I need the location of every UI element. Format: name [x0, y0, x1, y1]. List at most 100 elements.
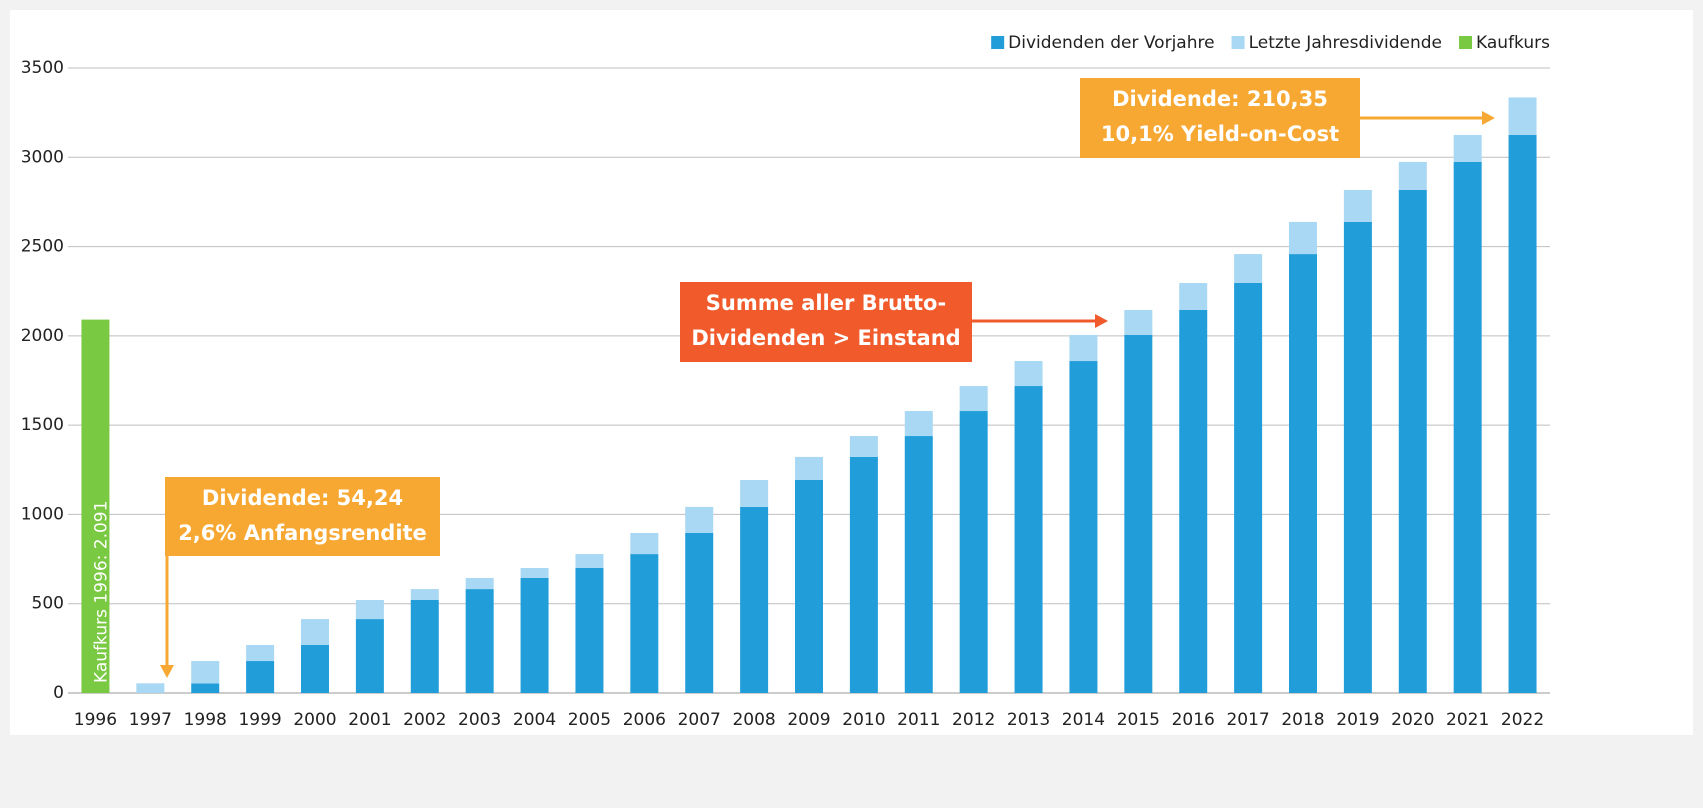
bar — [575, 568, 604, 693]
bar — [740, 479, 769, 507]
annotation-arrowhead — [160, 665, 174, 678]
x-tick-label: 2002 — [403, 710, 446, 730]
x-tick-label: 2006 — [623, 710, 666, 730]
bar — [849, 436, 878, 457]
x-tick-label: 2010 — [842, 710, 885, 730]
bar — [520, 568, 549, 578]
bar — [630, 533, 659, 555]
y-tick-label: 3000 — [21, 147, 64, 167]
x-tick-label: 1999 — [238, 710, 281, 730]
bar — [191, 683, 220, 693]
x-tick-label: 2020 — [1391, 710, 1434, 730]
bar — [904, 436, 933, 693]
y-tick-label: 1500 — [21, 415, 64, 435]
bar — [1234, 254, 1263, 283]
bar — [959, 411, 988, 693]
annotation-text: 10,1% Yield-on-Cost — [1101, 122, 1339, 146]
annotation-box — [1080, 78, 1360, 158]
annotation-arrowhead — [1482, 111, 1495, 125]
y-tick-label: 500 — [32, 594, 64, 614]
x-tick-label: 2021 — [1446, 710, 1489, 730]
bar — [1179, 309, 1208, 693]
x-tick-label: 1996 — [74, 710, 117, 730]
legend-label: Dividenden der Vorjahre — [1008, 33, 1214, 53]
legend-swatch — [1231, 36, 1245, 49]
x-tick-label: 2011 — [897, 710, 940, 730]
legend-swatch — [991, 36, 1005, 49]
x-tick-label: 2005 — [568, 710, 611, 730]
bar — [465, 578, 494, 590]
bar — [1289, 221, 1317, 255]
bar — [740, 506, 769, 693]
bar — [630, 554, 659, 693]
bar — [904, 411, 933, 437]
bar — [959, 386, 988, 412]
x-tick-label: 2003 — [458, 710, 501, 730]
bar — [246, 644, 275, 662]
bar — [410, 599, 439, 693]
x-tick-label: 2007 — [678, 710, 721, 730]
bar — [1124, 334, 1153, 693]
bar — [1014, 386, 1043, 693]
bar — [1508, 97, 1537, 135]
annotation-box — [680, 282, 972, 362]
bar — [81, 319, 110, 693]
x-tick-label: 2012 — [952, 710, 995, 730]
annotation-text: Dividenden > Einstand — [691, 326, 960, 350]
x-tick-label: 2013 — [1007, 710, 1050, 730]
annotation-text: Dividende: 210,35 — [1112, 87, 1328, 111]
bar — [1453, 161, 1482, 693]
bar — [1343, 189, 1372, 222]
x-tick-label: 2016 — [1172, 710, 1215, 730]
bar — [575, 554, 604, 568]
bar — [410, 589, 439, 600]
x-tick-label: 2018 — [1281, 710, 1324, 730]
bar — [355, 619, 384, 693]
x-tick-label: 2015 — [1117, 710, 1160, 730]
bar — [1289, 254, 1317, 694]
x-tick-label: 2000 — [293, 710, 336, 730]
bar — [136, 683, 165, 693]
y-tick-label: 0 — [53, 683, 64, 703]
x-tick-label: 2009 — [787, 710, 830, 730]
bar — [849, 456, 878, 693]
annotation-box — [165, 477, 440, 556]
y-tick-label: 2000 — [21, 326, 64, 346]
annotation-text: Summe aller Brutto- — [706, 291, 946, 315]
bar — [1343, 221, 1372, 693]
legend-label: Letzte Jahresdividende — [1249, 33, 1442, 53]
bar — [685, 533, 714, 693]
legend-swatch — [1459, 36, 1473, 49]
x-tick-label: 1998 — [184, 710, 227, 730]
x-tick-label: 2008 — [732, 710, 775, 730]
bar — [1124, 309, 1153, 335]
y-tick-label: 2500 — [21, 237, 64, 257]
bar — [1069, 361, 1098, 693]
legend-label: Kaufkurs — [1476, 33, 1550, 53]
bar — [685, 506, 714, 533]
bar — [1179, 283, 1208, 310]
x-tick-label: 2004 — [513, 710, 556, 730]
x-tick-label: 2014 — [1062, 710, 1105, 730]
bar — [301, 644, 329, 693]
x-tick-label: 2019 — [1336, 710, 1379, 730]
y-tick-label: 1000 — [21, 504, 64, 524]
bar-label: Kaufkurs 1996: 2.091 — [91, 501, 111, 683]
bar — [1014, 361, 1043, 387]
bar — [1069, 334, 1098, 362]
bar — [520, 578, 549, 693]
annotation-text: Dividende: 54,24 — [202, 486, 403, 510]
bar — [795, 479, 823, 693]
x-tick-label: 2001 — [348, 710, 391, 730]
bar — [1398, 189, 1427, 693]
bar — [1398, 161, 1427, 190]
bar — [355, 599, 384, 620]
y-tick-label: 3500 — [21, 58, 64, 78]
bar — [795, 456, 823, 480]
annotation-arrowhead — [1095, 314, 1108, 328]
bar — [1234, 283, 1263, 693]
bar — [191, 661, 220, 684]
x-tick-label: 1997 — [129, 710, 172, 730]
